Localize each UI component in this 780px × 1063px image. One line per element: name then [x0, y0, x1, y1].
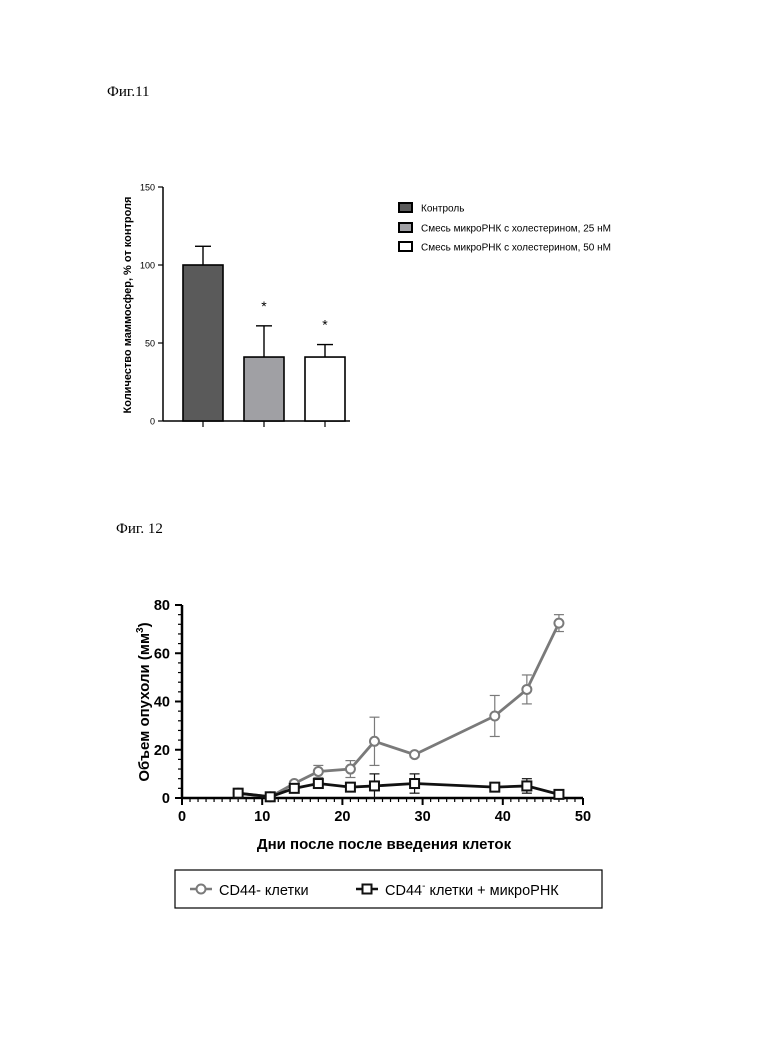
line-chart: Объем опухоли (мм3) Дни после после введ…	[135, 598, 602, 908]
data-point-circle	[522, 685, 531, 694]
data-point-square	[314, 779, 323, 788]
line-chart-y-tick-label: 40	[154, 695, 170, 711]
data-point-square	[234, 789, 243, 798]
bar-chart: Количество маммосфер, % от контроля 0 50 1…	[122, 183, 611, 428]
data-point-square	[290, 784, 299, 793]
legend-swatch	[399, 242, 412, 251]
legend-label: Контроль	[421, 204, 464, 215]
legend-label: Смесь микроРНК с холестерином, 25 нМ	[421, 224, 611, 235]
data-point-circle	[554, 619, 563, 628]
data-point-square	[266, 792, 275, 801]
line-chart-y-tick-label: 0	[162, 791, 170, 807]
legend-label-cd44: CD44- клетки	[219, 883, 309, 899]
line-chart-x-tick-label: 10	[254, 809, 270, 825]
data-point-circle	[490, 711, 499, 720]
data-point-square	[554, 790, 563, 799]
bar-chart-y-tick-label: 100	[140, 261, 155, 271]
data-point-circle	[346, 765, 355, 774]
line-chart-y-tick-label: 60	[154, 646, 170, 662]
legend-item-cd44-mirna: CD44- клетки + микроРНК	[356, 881, 559, 899]
legend-marker-circle	[197, 885, 206, 894]
line-chart-x-tick-label: 40	[495, 809, 511, 825]
bar	[244, 357, 284, 421]
legend-label-cd44-mirna: CD44- клетки + микроРНК	[385, 881, 559, 899]
data-point-circle	[370, 737, 379, 746]
bar-chart-y-tick-label: 150	[140, 183, 155, 193]
legend-swatch	[399, 203, 412, 212]
line-chart-y-tick-label: 80	[154, 598, 170, 614]
series-line	[238, 623, 559, 797]
line-chart-y-axis-label: Объем опухоли (мм3)	[135, 622, 153, 781]
data-point-square	[522, 781, 531, 790]
bar-chart-y-tick-label: 0	[150, 417, 155, 427]
legend-label: Смесь микроРНК с холестерином, 50 нМ	[421, 243, 611, 254]
bar-chart-y-tick-label: 50	[145, 339, 155, 349]
data-point-square	[490, 783, 499, 792]
data-point-square	[410, 779, 419, 788]
line-chart-x-tick-label: 20	[334, 809, 350, 825]
line-chart-x-tick-label: 30	[415, 809, 431, 825]
line-chart-x-tick-label: 50	[575, 809, 591, 825]
series-cd44	[233, 615, 564, 802]
line-chart-y-tick-label: 20	[154, 743, 170, 759]
series-line	[238, 784, 559, 797]
legend-marker-square	[363, 885, 372, 894]
line-chart-x-tick-label: 0	[178, 809, 186, 825]
line-chart-x-axis-label: Дни после после введения клеток	[257, 836, 512, 853]
bar	[183, 265, 223, 421]
data-point-square	[370, 781, 379, 790]
bar	[305, 357, 345, 421]
legend-swatch	[399, 223, 412, 232]
significance-marker: *	[261, 298, 267, 314]
data-point-circle	[314, 767, 323, 776]
data-point-circle	[410, 750, 419, 759]
bar-chart-y-axis-label: Количество маммосфер, % от контроля	[122, 197, 134, 414]
significance-marker: *	[322, 317, 328, 333]
data-point-square	[346, 783, 355, 792]
